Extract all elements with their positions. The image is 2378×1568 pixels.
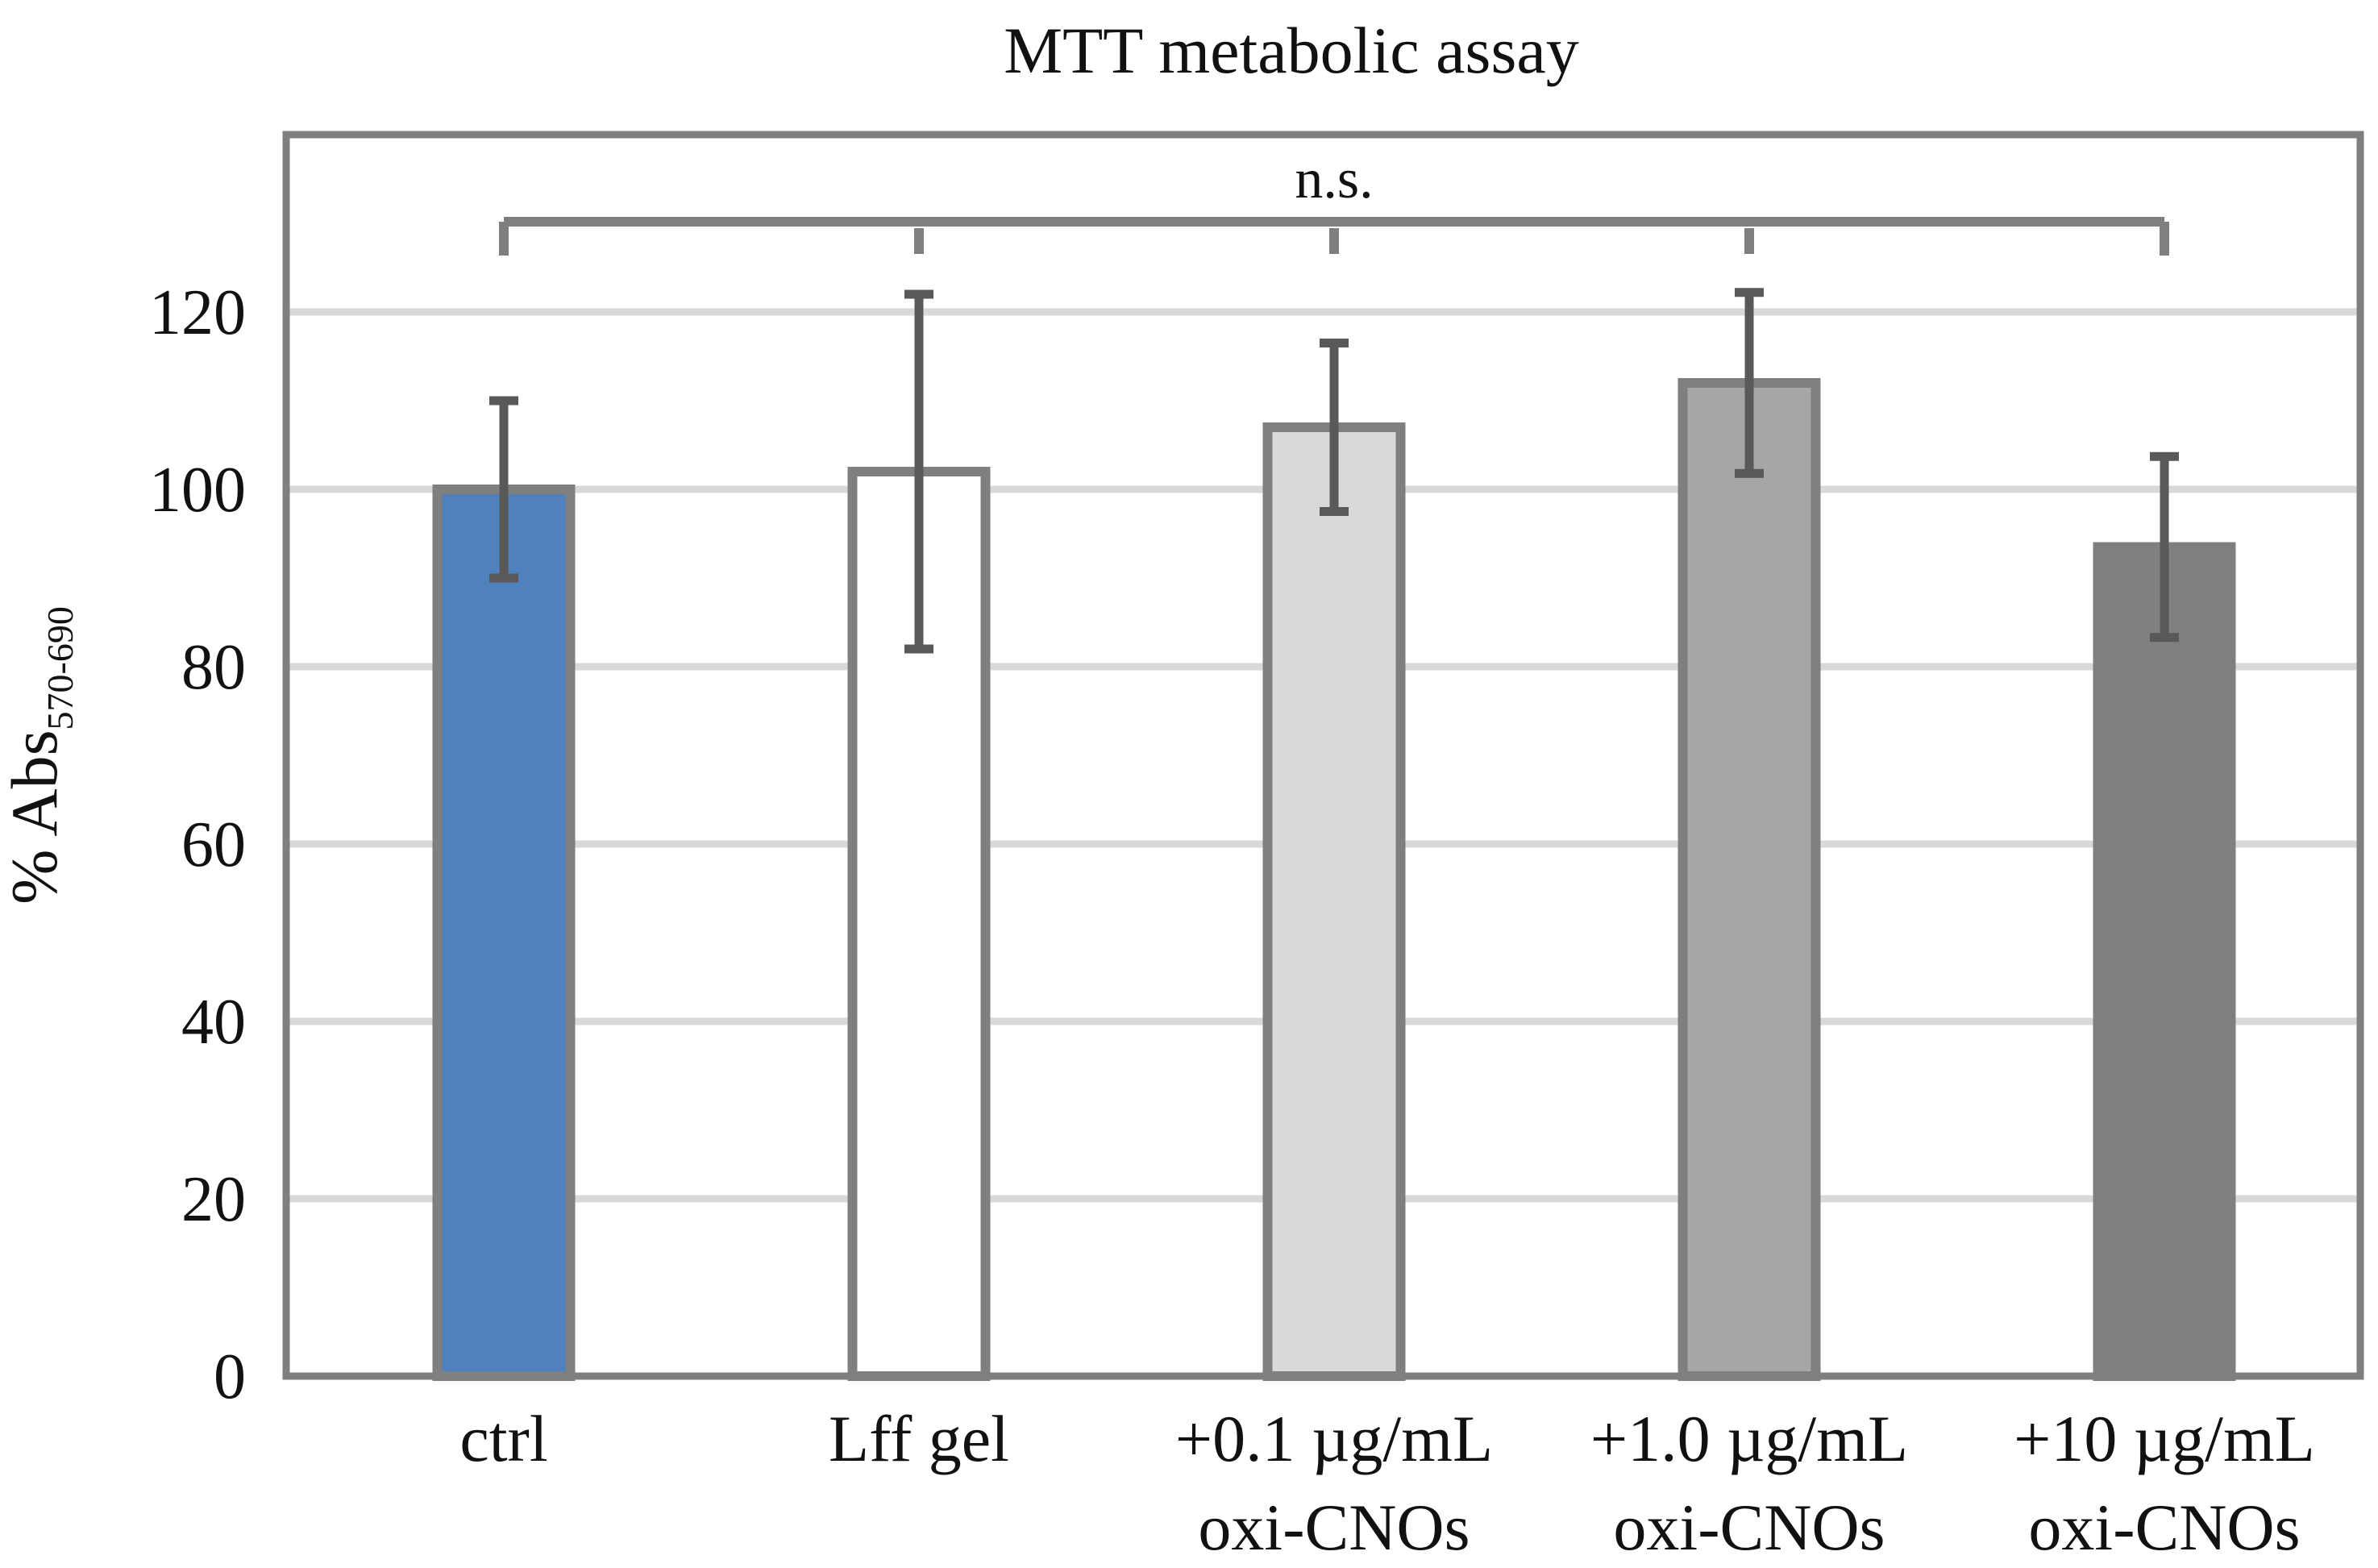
x-category-label: Lff gel [829, 1402, 1009, 1475]
y-axis-tick-labels: 0 20 40 60 80 100 120 [149, 277, 246, 1412]
plot-frame [282, 131, 2364, 1380]
x-category-label-line2: oxi-CNOs [2028, 1491, 2300, 1564]
x-category-label-line2: oxi-CNOs [1198, 1491, 1470, 1564]
bars [432, 378, 2236, 1381]
bar [1677, 378, 1821, 1381]
x-category-label: ctrl [459, 1402, 547, 1475]
significance-bracket: n.s. [499, 148, 2169, 256]
y-tick-label: 20 [181, 1164, 246, 1235]
x-category-label: +0.1 µg/mL [1175, 1402, 1493, 1475]
y-tick-label: 120 [149, 277, 246, 348]
x-category-label: +1.0 µg/mL [1590, 1402, 1908, 1475]
error-bars [489, 288, 2179, 654]
y-tick-label: 60 [181, 809, 246, 880]
bar [1262, 422, 1406, 1381]
bar [2093, 542, 2236, 1381]
chart-title: MTT metabolic assay [1004, 14, 1579, 87]
x-axis-category-labels: ctrl Lff gel +0.1 µg/mL oxi-CNOs +1.0 µg/mL o… [459, 1402, 2314, 1564]
bar [432, 485, 576, 1381]
y-tick-label: 40 [181, 987, 246, 1058]
y-axis-label-subscript: 570-690 [39, 606, 81, 730]
y-axis-label: % Abs570-690 [0, 606, 81, 905]
x-category-label: +10 µg/mL [2014, 1402, 2315, 1475]
y-axis-label-main: % Abs [0, 730, 71, 904]
x-category-label-line2: oxi-CNOs [1613, 1491, 1885, 1564]
y-tick-label: 0 [214, 1341, 246, 1412]
significance-label: n.s. [1295, 148, 1373, 210]
y-tick-label: 80 [181, 632, 246, 703]
y-tick-label: 100 [149, 455, 246, 526]
